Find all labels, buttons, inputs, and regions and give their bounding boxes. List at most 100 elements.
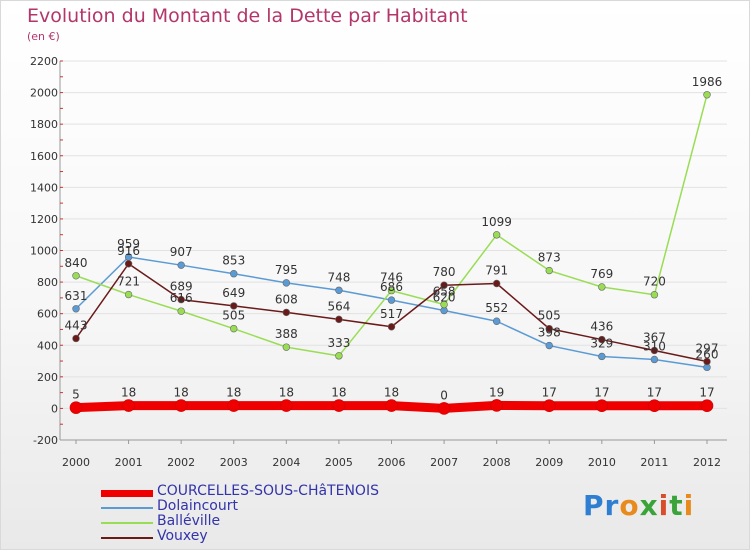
data-point <box>492 279 501 288</box>
data-label: 329 <box>590 336 613 350</box>
data-label: 873 <box>538 251 561 265</box>
data-label: 795 <box>275 263 298 277</box>
y-tick-label: 2000 <box>30 87 58 100</box>
data-point <box>282 279 291 287</box>
data-label: 17 <box>542 386 557 400</box>
data-point <box>650 355 659 364</box>
data-label: 388 <box>275 327 298 341</box>
data-point <box>545 266 553 275</box>
data-label: 1099 <box>481 215 512 229</box>
data-point <box>230 270 238 278</box>
data-label: 297 <box>696 342 719 356</box>
proxiti-logo: Proxiti <box>583 489 695 522</box>
legend-label: Balléville <box>157 513 221 529</box>
data-point <box>69 401 83 414</box>
data-label: 505 <box>222 309 245 323</box>
x-tick-label: 2010 <box>588 456 616 469</box>
x-tick-label: 2003 <box>220 456 248 469</box>
data-point <box>335 286 343 294</box>
data-label: 5 <box>72 388 80 402</box>
data-label: 18 <box>226 386 241 400</box>
data-label: 564 <box>327 299 350 313</box>
y-tick-label: 1200 <box>30 213 58 226</box>
data-label: 620 <box>433 291 456 305</box>
data-point <box>280 399 293 412</box>
data-label: 721 <box>117 275 140 289</box>
y-tick-label: 1400 <box>30 181 58 194</box>
data-label: 1986 <box>692 75 723 89</box>
data-point <box>282 343 291 351</box>
data-point <box>545 324 553 333</box>
chart-unit: (en €) <box>27 30 60 43</box>
y-tick-label: 200 <box>37 371 58 384</box>
data-label: 443 <box>65 318 88 332</box>
x-tick-label: 2012 <box>693 456 721 469</box>
y-tick-label: 1000 <box>30 245 58 258</box>
data-point <box>440 300 448 309</box>
y-tick-label: 1600 <box>30 150 58 163</box>
data-label: 720 <box>643 275 666 289</box>
legend-swatch <box>101 537 153 539</box>
data-point <box>177 307 185 315</box>
data-point <box>595 399 609 413</box>
data-point <box>387 286 396 295</box>
data-point <box>598 335 606 344</box>
data-label: 608 <box>275 292 298 306</box>
data-label: 649 <box>222 286 245 300</box>
data-point <box>703 357 711 366</box>
data-label: 658 <box>433 285 456 299</box>
data-point <box>492 317 501 325</box>
data-label: 853 <box>222 254 245 268</box>
data-point <box>335 315 343 324</box>
data-point <box>490 399 503 412</box>
data-point <box>492 231 501 239</box>
data-point <box>124 260 133 268</box>
data-label: 260 <box>696 347 719 361</box>
data-label: 746 <box>380 271 403 285</box>
y-tick-label: 600 <box>37 308 58 321</box>
legend-swatch <box>101 490 153 497</box>
x-tick-label: 2009 <box>535 456 563 469</box>
data-label: 686 <box>380 280 403 294</box>
data-point <box>648 399 661 413</box>
data-label: 18 <box>384 386 399 400</box>
data-point <box>332 399 346 412</box>
x-tick-label: 2005 <box>325 456 353 469</box>
y-tick-label: 800 <box>37 276 58 289</box>
data-label: 748 <box>327 270 350 284</box>
y-tick-label: 1800 <box>30 118 58 131</box>
data-point <box>650 291 659 299</box>
data-point <box>174 399 188 412</box>
data-label: 916 <box>117 244 140 258</box>
data-label: 689 <box>170 280 193 294</box>
data-label: 517 <box>380 307 403 321</box>
legend-label: Vouxey <box>157 528 208 544</box>
data-point <box>230 302 238 310</box>
data-point <box>72 305 80 313</box>
data-label: 17 <box>699 386 714 400</box>
x-tick-label: 2001 <box>115 456 143 469</box>
x-tick-label: 2008 <box>483 456 511 469</box>
data-label: 505 <box>538 309 561 323</box>
data-point <box>227 399 241 412</box>
data-point <box>124 290 133 299</box>
data-point <box>385 399 398 412</box>
legend-label: COURCELLES-SOUS-CHâTENOIS <box>157 483 379 499</box>
data-label: 631 <box>65 289 88 303</box>
data-point <box>177 295 185 304</box>
data-point <box>72 334 80 343</box>
data-point <box>650 346 659 355</box>
data-label: 310 <box>643 339 666 353</box>
data-point <box>598 352 606 361</box>
data-point <box>387 323 396 331</box>
data-label: 333 <box>327 336 350 350</box>
data-label: 18 <box>121 386 136 400</box>
data-label: 552 <box>485 301 508 315</box>
x-tick-label: 2006 <box>378 456 406 469</box>
data-point <box>122 399 135 412</box>
data-label: 780 <box>433 265 456 279</box>
data-label: 791 <box>485 264 508 278</box>
data-label: 367 <box>643 330 666 344</box>
data-point <box>177 261 185 269</box>
